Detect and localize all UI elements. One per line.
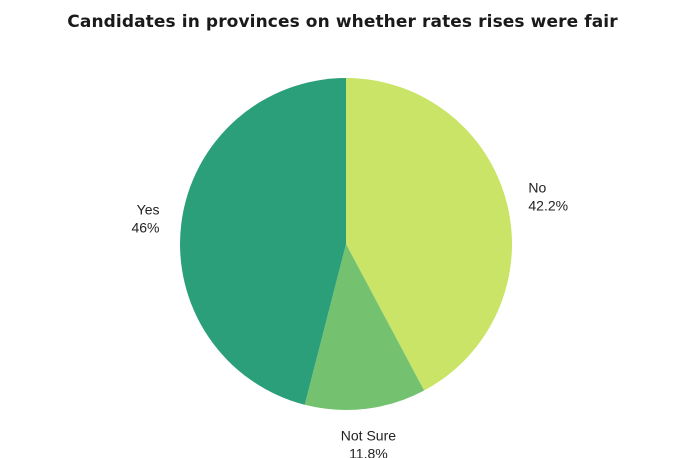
slice-label-not-sure: Not Sure	[341, 428, 396, 444]
slice-label-no: No	[528, 179, 546, 195]
pie-slice-not-sure	[304, 244, 425, 410]
slice-value-yes: 46%	[131, 219, 159, 235]
slice-value-not-sure: 11.8%	[349, 446, 388, 458]
pie-slices	[180, 78, 513, 410]
chart-title: Candidates in provinces on whether rates…	[67, 12, 618, 32]
slice-value-no: 42.2%	[528, 197, 568, 213]
pie-labels: No 42.2% Not Sure 11.8% Yes 46%	[131, 179, 568, 458]
slice-label-yes: Yes	[137, 201, 160, 217]
pie-slice-no	[346, 78, 513, 391]
pie-slice-yes	[180, 78, 346, 405]
